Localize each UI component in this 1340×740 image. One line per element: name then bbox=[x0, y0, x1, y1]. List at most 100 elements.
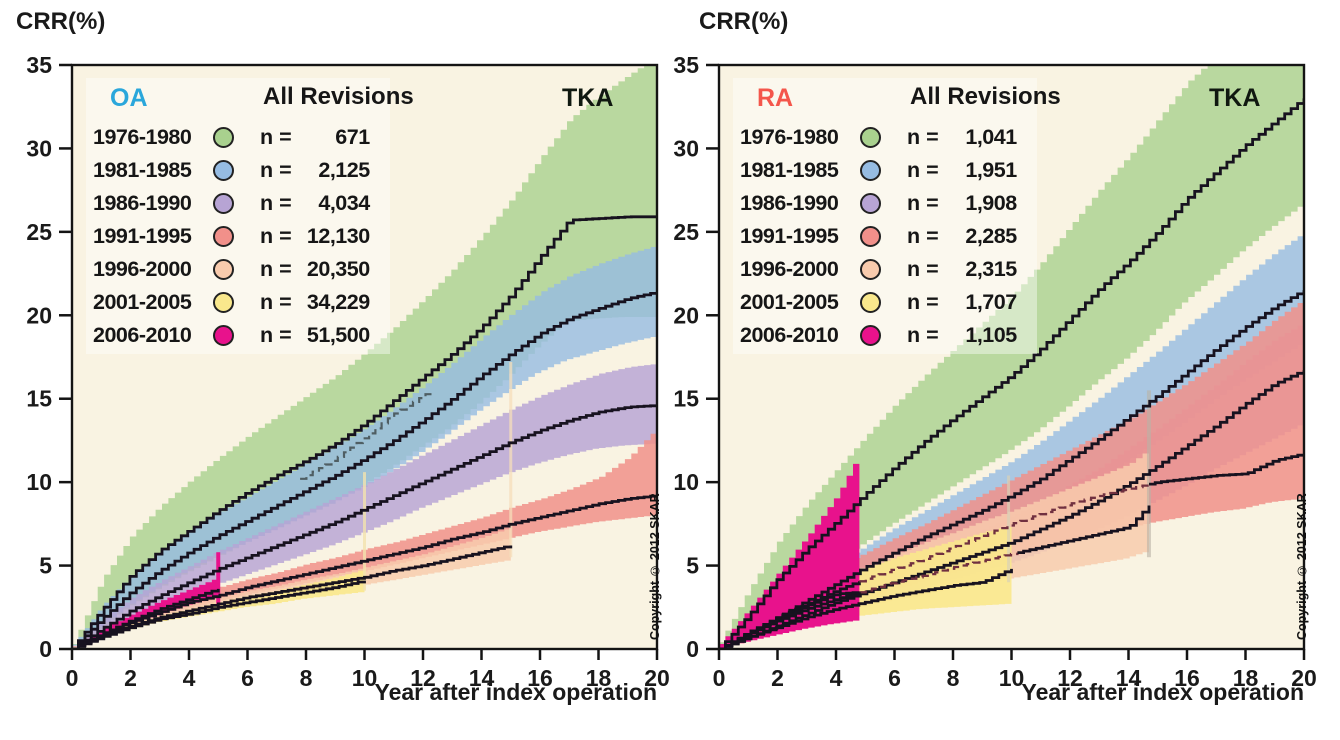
legend-n-equals: n = bbox=[907, 323, 939, 347]
line-1976-1980 bbox=[719, 98, 1304, 649]
legend-n-equals: n = bbox=[907, 125, 939, 149]
band-1976-1980 bbox=[72, 65, 657, 649]
legend-n-value: 1,105 bbox=[965, 323, 1017, 347]
x-tick-label: 12 bbox=[1057, 665, 1083, 691]
legend-cohort-years: 2001-2005 bbox=[740, 290, 839, 314]
legend-n-equals: n = bbox=[907, 224, 939, 248]
x-tick-label: 0 bbox=[713, 665, 726, 691]
legend-color-dot-icon bbox=[860, 325, 881, 346]
y-tick-label: 30 bbox=[673, 135, 699, 161]
x-tick-label: 6 bbox=[241, 665, 254, 691]
legend-cohort-years: 1981-1985 bbox=[93, 158, 192, 182]
legend-n-value: 2,315 bbox=[965, 257, 1017, 281]
legend-color-dot-icon bbox=[860, 259, 881, 280]
legend-color-dot-icon bbox=[213, 193, 234, 214]
y-tick-label: 25 bbox=[26, 219, 52, 245]
oa-chart: 0 2 4 6 8 10 12 14 16 18 20 0 5 10 15 20 25 30 35 bbox=[26, 52, 670, 691]
legend-row: 2001-2005 n = 1,707 bbox=[740, 286, 1017, 319]
legend-row: 1996-2000 n = 20,350 bbox=[93, 253, 370, 286]
y-tick-label: 30 bbox=[26, 135, 52, 161]
legend-n-equals: n = bbox=[907, 191, 939, 215]
ra-legend-background bbox=[733, 78, 1037, 354]
y-tick-label: 5 bbox=[39, 553, 52, 579]
legend-row: 1996-2000 n = 2,315 bbox=[740, 253, 1017, 286]
x-tick-label: 16 bbox=[527, 665, 553, 691]
legend-n-value: 20,350 bbox=[306, 257, 370, 281]
line-2001-2005 bbox=[72, 580, 366, 649]
legend-n-equals: n = bbox=[260, 125, 292, 149]
y-axis-title: CRR(%) bbox=[16, 8, 106, 35]
x-tick-label: 20 bbox=[1291, 665, 1317, 691]
x-tick-label: 14 bbox=[469, 665, 495, 691]
legend-n-equals: n = bbox=[907, 257, 939, 281]
x-tick-label: 18 bbox=[586, 665, 612, 691]
line-1996-2000 bbox=[1017, 505, 1151, 554]
legend-n-equals: n = bbox=[260, 257, 292, 281]
line-1991-1995 bbox=[859, 484, 1151, 583]
legend-n-value: 2,125 bbox=[318, 158, 370, 182]
x-tick-label: 2 bbox=[124, 665, 137, 691]
legend-row: 1981-1985 n = 2,125 bbox=[93, 154, 370, 187]
y-tick-label: 35 bbox=[673, 52, 699, 78]
legend-row: 1981-1985 n = 1,951 bbox=[740, 154, 1017, 187]
panel-oa: 0 2 4 6 8 10 12 14 16 18 20 0 5 10 15 20 25 30 35 CRR(%) O… bbox=[16, 8, 670, 705]
x-tick-label: 8 bbox=[300, 665, 313, 691]
legend-color-dot-icon bbox=[213, 160, 234, 181]
line-2001-2005 bbox=[719, 568, 1013, 649]
legend-row: 2001-2005 n = 34,229 bbox=[93, 286, 370, 319]
legend-rows: 1976-1980 n = 1,041 1981-1985 n = 1,951 1986-1… bbox=[740, 121, 1017, 352]
disease-label-oa: OA bbox=[110, 84, 148, 112]
legend-cohort-years: 1986-1990 bbox=[740, 191, 839, 215]
legend-color-dot-icon bbox=[213, 226, 234, 247]
legend-title: All Revisions bbox=[263, 83, 414, 110]
legend-n-value: 1,951 bbox=[965, 158, 1017, 182]
legend-cohort-years: 1976-1980 bbox=[93, 125, 192, 149]
line-1986-1990 bbox=[719, 370, 1304, 649]
y-tick-label: 10 bbox=[26, 469, 52, 495]
procedure-label: TKA bbox=[1209, 84, 1261, 112]
x-tick-label: 4 bbox=[183, 665, 196, 691]
line-1981-1985 bbox=[719, 290, 1304, 649]
legend-cohort-years: 1976-1980 bbox=[740, 125, 839, 149]
legend-cohort-years: 1996-2000 bbox=[740, 257, 839, 281]
legend-n-equals: n = bbox=[260, 290, 292, 314]
legend-color-dot-icon bbox=[860, 226, 881, 247]
y-tick-label: 15 bbox=[673, 386, 699, 412]
copyright-note: Copyright © 2012 SKAR bbox=[1295, 493, 1309, 640]
y-tick-label: 20 bbox=[26, 302, 52, 328]
legend-color-dot-icon bbox=[860, 127, 881, 148]
y-tick-label: 0 bbox=[39, 636, 52, 662]
legend-cohort-years: 1991-1995 bbox=[93, 224, 192, 248]
band-1976-1980 bbox=[719, 65, 1304, 649]
legend-n-value: 671 bbox=[335, 125, 370, 149]
legend-cohort-years: 1981-1985 bbox=[740, 158, 839, 182]
legend-color-dot-icon bbox=[860, 160, 881, 181]
legend-n-equals: n = bbox=[907, 290, 939, 314]
line-1991-1995 bbox=[72, 494, 657, 649]
legend-row: 1976-1980 n = 671 bbox=[93, 121, 370, 154]
legend-color-dot-icon bbox=[860, 193, 881, 214]
legend-color-dot-icon bbox=[213, 259, 234, 280]
legend-row: 1976-1980 n = 1,041 bbox=[740, 121, 1017, 154]
x-tick-label: 20 bbox=[644, 665, 670, 691]
band-2006-2010 bbox=[72, 577, 219, 649]
legend-cohort-years: 2001-2005 bbox=[93, 290, 192, 314]
legend-n-value: 1,908 bbox=[965, 191, 1017, 215]
band-1991-1995 bbox=[719, 298, 1304, 649]
legend-n-equals: n = bbox=[260, 158, 292, 182]
legend-n-equals: n = bbox=[260, 224, 292, 248]
legend-row: 2006-2010 n = 1,105 bbox=[740, 319, 1017, 352]
legend-cohort-years: 1986-1990 bbox=[93, 191, 192, 215]
x-tick-label: 18 bbox=[1233, 665, 1259, 691]
legend-rows: 1976-1980 n = 671 1981-1985 n = 2,125 1986-199… bbox=[93, 121, 370, 352]
x-tick-label: 2 bbox=[771, 665, 784, 691]
legend-row: 2006-2010 n = 51,500 bbox=[93, 319, 370, 352]
ci-spike bbox=[363, 472, 366, 591]
panel-ra: 0 2 4 6 8 10 12 14 16 18 20 0 5 10 15 20 25 30 35 CRR(%) R… bbox=[647, 0, 1317, 740]
legend-cohort-years: 1996-2000 bbox=[93, 257, 192, 281]
legend-n-value: 12,130 bbox=[306, 224, 370, 248]
legend-n-value: 1,707 bbox=[965, 290, 1017, 314]
legend-cohort-years: 2006-2010 bbox=[93, 323, 192, 347]
x-axis-label: Year after index operation bbox=[374, 679, 657, 705]
